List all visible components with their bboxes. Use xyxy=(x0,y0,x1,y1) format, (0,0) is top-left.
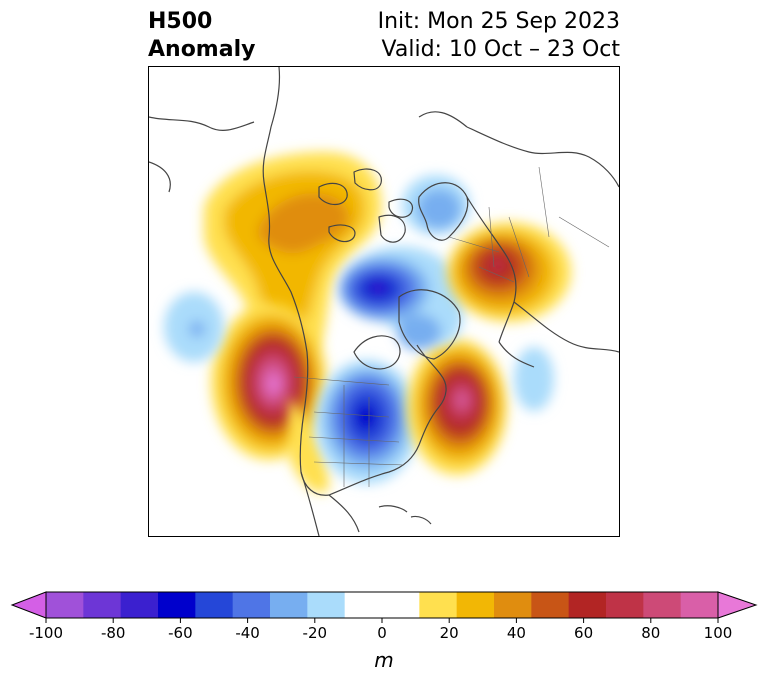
colorbar-tick-label: -40 xyxy=(235,624,260,642)
colorbar-extend-max xyxy=(717,591,758,619)
colorbar-swatch xyxy=(83,592,122,618)
colorbar-tick-label: -20 xyxy=(303,624,328,642)
colorbar-swatches xyxy=(10,591,758,619)
colorbar-extend-min xyxy=(10,591,47,619)
title-field: Anomaly xyxy=(148,37,256,62)
colorbar-tick-label: 100 xyxy=(704,624,733,642)
colorbar-swatch xyxy=(606,592,644,618)
colorbar-tick-label: 20 xyxy=(440,624,459,642)
colorbar-swatch xyxy=(494,592,532,618)
anomaly-map xyxy=(149,67,619,536)
colorbar-swatch xyxy=(344,592,383,618)
colorbar: -100 -80 -60 -40 -20 0 20 40 60 80 100 xyxy=(10,591,758,642)
colorbar-swatch xyxy=(46,592,84,618)
title-variable: H500 xyxy=(148,9,213,34)
colorbar-tick-label: 60 xyxy=(574,624,593,642)
colorbar-swatch xyxy=(120,592,159,618)
colorbar-tick-label: 0 xyxy=(377,624,387,642)
colorbar-swatch xyxy=(270,592,308,618)
valid-range: Valid: 10 Oct – 23 Oct xyxy=(381,37,620,62)
coastlines xyxy=(149,67,619,536)
colorbar-swatch xyxy=(158,592,196,618)
colorbar-unit-label: m xyxy=(374,648,394,672)
colorbar-swatch xyxy=(382,592,420,618)
anomaly-trough-north-america xyxy=(315,360,419,484)
colorbar-ticks: -100 -80 -60 -40 -20 0 20 40 60 80 100 xyxy=(29,618,732,642)
anomaly-trough-scandinavia xyxy=(402,175,470,235)
anomaly-trough-eastern-atlantic xyxy=(514,347,554,411)
colorbar-tick-label: -100 xyxy=(29,624,63,642)
colorbar-swatch xyxy=(456,592,495,618)
plot-dates: Init: Mon 25 Sep 2023 Valid: 10 Oct – 23… xyxy=(378,8,620,64)
colorbar-swatch xyxy=(643,592,682,618)
colorbar-swatch xyxy=(568,592,607,618)
anomaly-coastal-extension xyxy=(289,397,329,493)
colorbar-swatch xyxy=(531,592,570,618)
anomaly-trough-arctic xyxy=(339,246,464,350)
anomaly-trough-central-pacific xyxy=(164,292,224,362)
colorbar-swatch xyxy=(680,592,719,618)
anomaly-ridge-northwest-atlantic xyxy=(407,339,507,475)
map-panel xyxy=(148,66,620,537)
colorbar-swatch xyxy=(307,592,346,618)
colorbar-swatch xyxy=(232,592,271,618)
colorbar-tick-label: 80 xyxy=(641,624,660,642)
country-borders xyxy=(293,166,610,487)
init-date: Init: Mon 25 Sep 2023 xyxy=(377,9,620,34)
colorbar-swatch xyxy=(419,592,458,618)
colorbar-swatch xyxy=(195,592,234,618)
colorbar-tick-label: -80 xyxy=(101,624,126,642)
colorbar-tick-label: -60 xyxy=(168,624,193,642)
colorbar-tick-label: 40 xyxy=(507,624,526,642)
anomaly-ridge-western-russia xyxy=(447,222,571,322)
plot-title: H500 Anomaly xyxy=(148,8,255,64)
